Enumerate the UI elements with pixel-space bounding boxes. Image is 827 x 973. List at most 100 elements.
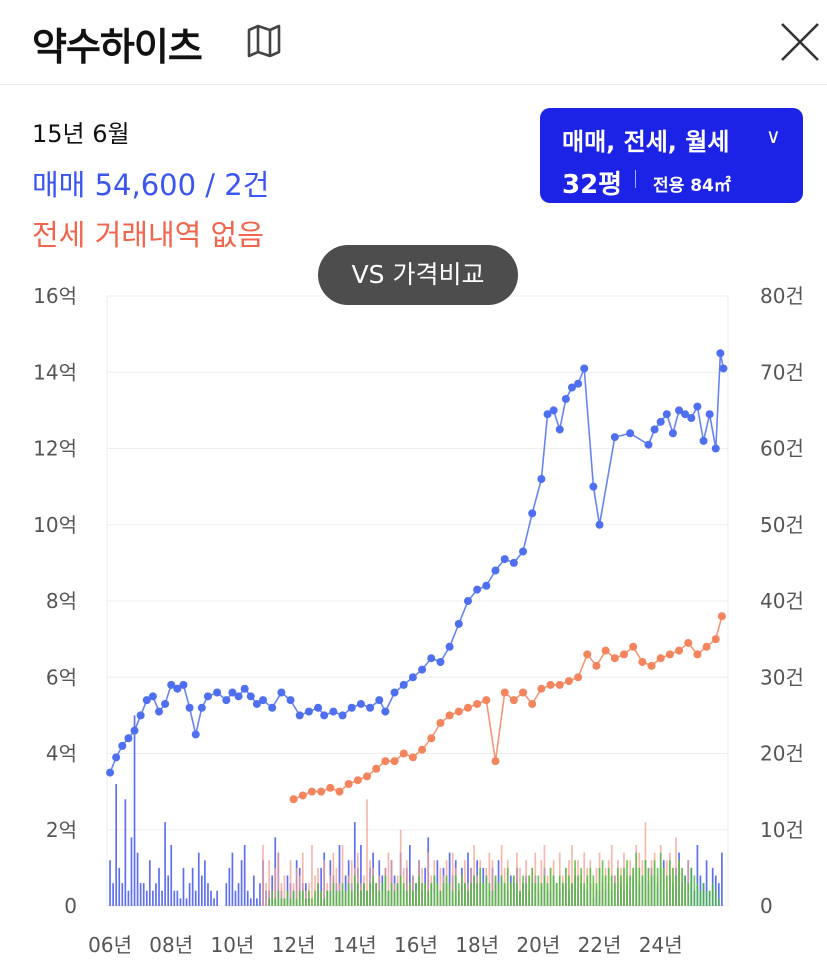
volume-bar: [158, 867, 160, 906]
data-point: [363, 772, 372, 781]
volume-bar: [467, 890, 469, 906]
deal-type-filter-button[interactable]: 매매, 전세, 월세 ∨ 32평 전용 84㎡: [540, 108, 803, 203]
y-right-tick-label: 0: [760, 894, 773, 918]
volume-bar: [534, 852, 537, 906]
data-point: [509, 558, 518, 567]
volume-bar: [335, 890, 338, 906]
data-point: [491, 566, 500, 575]
volume-bar: [350, 860, 353, 906]
data-point: [647, 661, 656, 670]
volume-bar: [485, 875, 488, 906]
volume-bar: [301, 852, 304, 906]
volume-bar: [145, 890, 148, 906]
volume-bar: [509, 883, 512, 906]
x-tick-label: 24년: [639, 933, 683, 957]
close-icon[interactable]: [778, 20, 822, 64]
x-tick-label: 18년: [455, 933, 499, 957]
y-right-tick-label: 80건: [760, 284, 804, 308]
y-left-tick-label: 6억: [46, 665, 77, 689]
volume-bar: [366, 890, 368, 906]
volume-bar: [519, 890, 521, 906]
data-point: [528, 509, 537, 518]
map-icon[interactable]: [244, 24, 284, 58]
data-point: [644, 440, 653, 449]
volume-bar: [583, 883, 586, 906]
volume-bar: [546, 883, 549, 906]
data-point: [546, 680, 555, 689]
volume-bar: [387, 852, 390, 906]
data-point: [693, 402, 702, 411]
volume-bar: [595, 883, 598, 906]
volume-bar: [280, 883, 283, 906]
data-point: [344, 780, 353, 788]
volume-bar: [513, 875, 515, 906]
volume-bar: [522, 875, 524, 906]
volume-bar: [717, 883, 720, 906]
volume-bar: [298, 890, 301, 906]
volume-bar: [347, 883, 350, 906]
data-point: [567, 383, 576, 392]
data-point: [320, 711, 329, 720]
data-point: [335, 787, 344, 796]
volume-bar: [142, 883, 145, 906]
data-point: [537, 475, 546, 483]
data-point: [307, 787, 316, 796]
volume-bar: [207, 883, 209, 906]
data-point: [574, 673, 583, 682]
y-right-tick-label: 20건: [760, 742, 804, 766]
vs-compare-button[interactable]: VS 가격비교: [318, 245, 518, 305]
data-point: [592, 661, 601, 670]
volume-bar: [372, 875, 374, 906]
volume-bar: [268, 898, 270, 906]
data-point: [626, 429, 635, 438]
data-point: [289, 795, 298, 804]
volume-bar: [467, 852, 469, 906]
volume-bar: [592, 875, 595, 906]
data-point: [583, 650, 592, 659]
volume-bar: [393, 890, 396, 906]
volume-bar: [402, 883, 405, 906]
volume-bar: [641, 875, 644, 906]
data-point: [399, 680, 408, 689]
volume-bar: [678, 860, 680, 906]
volume-bar: [286, 890, 289, 906]
volume-bar: [421, 883, 423, 906]
volume-bar: [194, 890, 197, 906]
volume-bar: [552, 875, 555, 906]
data-point: [381, 757, 390, 766]
volume-bar: [200, 875, 203, 906]
data-point: [203, 692, 212, 701]
volume-bar: [344, 890, 347, 906]
volume-bar: [283, 898, 286, 906]
data-point: [705, 410, 714, 419]
volume-bar: [292, 890, 295, 906]
data-point: [681, 410, 690, 419]
volume-bar: [607, 867, 610, 906]
data-point: [589, 482, 598, 491]
volume-bar: [454, 875, 457, 906]
volume-bar: [604, 875, 607, 906]
volume-bar: [326, 890, 329, 906]
volume-bar: [451, 852, 454, 906]
volume-bar: [289, 898, 292, 906]
data-point: [656, 654, 665, 663]
volume-bar: [390, 883, 393, 906]
volume-bar: [295, 898, 298, 906]
volume-bar: [424, 883, 426, 906]
data-point: [372, 764, 381, 773]
volume-bar: [684, 875, 687, 906]
data-point: [601, 646, 610, 655]
volume-bar: [644, 860, 647, 906]
volume-bar: [669, 860, 671, 906]
volume-bar: [635, 852, 638, 906]
data-point: [454, 619, 463, 628]
volume-bar: [256, 898, 258, 906]
volume-bar: [280, 898, 283, 906]
x-tick-label: 06년: [88, 933, 132, 957]
data-point: [473, 699, 482, 708]
data-point: [418, 665, 427, 674]
y-left-tick-label: 2억: [46, 818, 77, 842]
data-point: [717, 612, 726, 621]
data-point: [454, 707, 463, 716]
